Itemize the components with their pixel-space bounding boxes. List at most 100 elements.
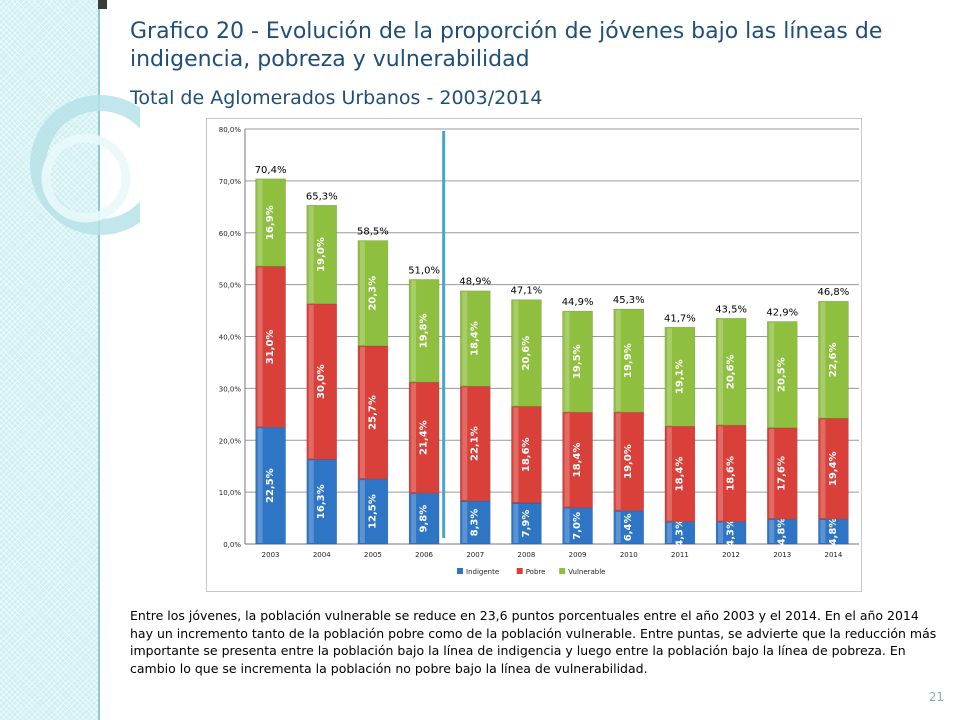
bar-segment-indigente <box>511 502 542 545</box>
x-tick-label: 2010 <box>620 551 638 559</box>
bar-total-label: 47,1% <box>511 286 543 297</box>
bar-highlight <box>615 413 621 510</box>
bar-segment-indigente <box>306 459 338 545</box>
bar-value-label: 18,4% <box>674 457 685 492</box>
bar-value-label: 7,9% <box>521 510 532 538</box>
slide-subtitle: Total de Aglomerados Urbanos - 2003/2014 <box>130 87 543 109</box>
bar-highlight <box>257 179 263 266</box>
x-tick-label: 2007 <box>466 551 484 559</box>
legend-swatch-vulnerable <box>559 568 566 574</box>
decorative-strip-edge <box>98 0 100 720</box>
bar-segment-vulnerable <box>511 299 542 407</box>
bar-segment-vulnerable <box>664 326 696 427</box>
bar-segment-indigente <box>715 521 747 545</box>
decorative-ring-small <box>41 133 131 223</box>
page-number: 21 <box>928 690 944 704</box>
legend-label-indigente: Indigente <box>466 568 499 576</box>
x-tick-label: 2011 <box>671 551 689 559</box>
y-tick-label: 60,0% <box>219 230 242 238</box>
bar-value-label: 18,4% <box>470 321 481 356</box>
bar-highlight <box>564 508 570 543</box>
bar-value-label: 19,4% <box>828 451 839 486</box>
bar-segment-pobre <box>766 427 798 520</box>
bar-segment-indigente <box>664 521 696 545</box>
x-tick-label: 2008 <box>518 551 536 559</box>
x-tick-label: 2012 <box>722 551 740 559</box>
y-tick-label: 80,0% <box>219 126 242 134</box>
bar-segment-vulnerable <box>357 240 389 347</box>
legend-swatch-pobre <box>516 568 523 574</box>
bar-segment-vulnerable <box>715 318 747 426</box>
bar-highlight <box>820 302 826 418</box>
bar-value-label: 20,6% <box>726 354 737 389</box>
bar-total-label: 41,7% <box>664 314 696 325</box>
bar-highlight <box>615 310 621 412</box>
bar-highlight <box>257 267 263 427</box>
bar-value-label: 4,3% <box>726 519 737 547</box>
bar-segment-vulnerable <box>255 178 286 267</box>
bar-value-label: 18,6% <box>726 456 737 491</box>
bar-highlight <box>257 428 263 543</box>
bar-value-label: 16,3% <box>316 484 327 519</box>
bar-highlight <box>718 426 724 521</box>
x-tick-label: 2004 <box>313 551 331 559</box>
bar-total-label: 70,4% <box>255 165 287 176</box>
bar-highlight <box>462 291 468 386</box>
bar-highlight <box>513 407 519 503</box>
chart-container: 0,0% 10,0% 20,0% 30,0% 40,0% 50,0% 60,0% 70,0% 8… <box>206 118 862 592</box>
bar-highlight <box>615 511 621 543</box>
stacked-bar-chart: 0,0% 10,0% 20,0% 30,0% 40,0% 50,0% 60,0% 70,0% 8… <box>219 126 859 576</box>
bar-highlight <box>769 520 775 543</box>
bar-value-label: 4,3% <box>674 519 685 547</box>
bar-segment-indigente <box>357 478 389 545</box>
decorative-ring-large <box>30 95 140 235</box>
bar-highlight <box>411 383 417 493</box>
bar-total-label: 46,8% <box>818 287 850 298</box>
bar-value-label: 22,6% <box>828 342 839 377</box>
bar-segment-vulnerable <box>306 204 338 305</box>
bar-value-label: 7,0% <box>572 512 583 540</box>
bar-total-label: 45,3% <box>613 295 645 306</box>
bar-highlight <box>308 304 314 459</box>
bar-highlight <box>359 480 365 543</box>
bar-value-label: 31,0% <box>265 330 276 365</box>
bar-segment-indigente <box>255 426 286 545</box>
bar-value-label: 30,0% <box>316 364 327 399</box>
bar-value-label: 19,8% <box>419 313 430 348</box>
bar-segment-vulnerable <box>766 321 798 429</box>
bar-total-label: 58,5% <box>357 227 389 238</box>
bar-value-label: 4,8% <box>828 518 839 546</box>
bar-segment-pobre <box>459 385 491 502</box>
bar-value-label: 20,6% <box>521 336 532 371</box>
bar-highlight <box>718 319 724 425</box>
legend-label-pobre: Pobre <box>526 568 546 576</box>
bar-value-label: 19,0% <box>623 444 634 479</box>
bar-total-label: 43,5% <box>715 304 747 315</box>
bar-value-label: 21,4% <box>419 420 430 455</box>
bar-value-label: 25,7% <box>367 395 378 430</box>
y-tick-label: 50,0% <box>219 282 242 290</box>
bar-highlight <box>513 504 519 543</box>
bar-total-label: 65,3% <box>306 191 338 202</box>
bar-highlight <box>513 300 519 406</box>
bar-value-label: 19,9% <box>623 343 634 378</box>
y-tick-label: 30,0% <box>219 385 242 393</box>
bar-segment-pobre <box>613 411 645 512</box>
slide-caption: Entre los jóvenes, la población vulnerab… <box>130 608 937 676</box>
y-tick-label: 0,0% <box>223 541 241 549</box>
bar-highlight <box>666 328 672 426</box>
bar-highlight <box>359 241 365 345</box>
y-tick-label: 20,0% <box>219 437 242 445</box>
bar-highlight <box>666 522 672 543</box>
bar-segment-indigente <box>613 510 645 545</box>
bar-highlight <box>411 494 417 543</box>
bar-value-label: 22,5% <box>265 468 276 503</box>
bar-highlight <box>769 322 775 427</box>
bar-total-label: 44,9% <box>562 297 594 308</box>
bar-highlight <box>308 206 314 303</box>
bar-segment-vulnerable <box>818 300 849 419</box>
bar-segment-pobre <box>511 406 542 504</box>
bar-total-label: 51,0% <box>408 265 440 276</box>
bar-segment-vulnerable <box>459 290 491 387</box>
bar-highlight <box>820 520 826 543</box>
